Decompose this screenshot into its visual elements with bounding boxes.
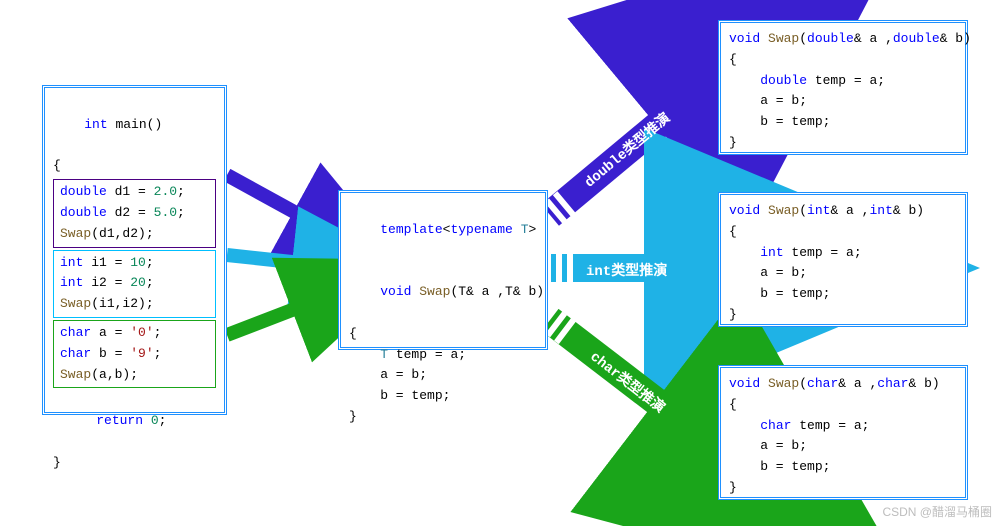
char-panel: void Swap(char& a ,char& b) { char temp …	[718, 365, 968, 500]
tmpl-l2: void Swap(T& a ,T& b)	[349, 261, 537, 323]
template-panel: template<typename T> void Swap(T& a ,T& …	[338, 190, 548, 350]
double-block: double d1 = 2.0; double d2 = 5.0; Swap(d…	[53, 179, 216, 247]
int-panel: void Swap(int& a ,int& b) { int temp = a…	[718, 192, 968, 327]
label-double: double类型推演	[580, 108, 676, 194]
label-int: int类型推演	[586, 261, 667, 283]
return-line: return 0;	[53, 390, 216, 452]
arrow-main-char	[227, 300, 318, 335]
brace-open: {	[53, 156, 216, 177]
tmpl-l3: {	[349, 324, 537, 345]
arrow-tmpl-double	[550, 90, 700, 215]
tmpl-l4: T temp = a;	[349, 345, 537, 366]
brace-close: }	[53, 453, 216, 474]
label-char: char类型推演	[585, 347, 669, 420]
arrow-tmpl-char	[550, 320, 700, 435]
double-panel: void Swap(double& a ,double& b) { double…	[718, 20, 968, 155]
watermark: CSDN @醋溜马桶圈	[882, 503, 992, 522]
arrow-main-int	[227, 255, 320, 265]
char-block: char a = '0'; char b = '9'; Swap(a,b);	[53, 320, 216, 388]
tmpl-l6: b = temp;	[349, 386, 537, 407]
main-sig: int main()	[53, 94, 216, 156]
tmpl-l1: template<typename T>	[349, 199, 537, 261]
tmpl-l5: a = b;	[349, 365, 537, 386]
tmpl-l7: }	[349, 407, 537, 428]
deco-char	[545, 316, 570, 335]
arrow-main-double	[227, 175, 318, 225]
main-panel: int main() { double d1 = 2.0; double d2 …	[42, 85, 227, 415]
int-block: int i1 = 10; int i2 = 20; Swap(i1,i2);	[53, 250, 216, 318]
deco-double	[545, 199, 570, 220]
